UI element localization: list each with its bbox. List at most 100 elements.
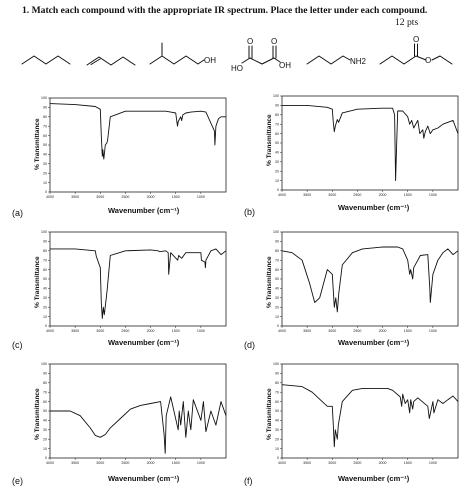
structure-label: HO	[231, 64, 243, 73]
y-tick-label: 90	[43, 240, 47, 244]
spectrum-line	[281, 384, 459, 448]
x-tick-label: 3000	[96, 195, 104, 199]
plot-frame	[281, 95, 459, 191]
structure-label: O	[413, 35, 419, 44]
x-tick-label: 2000	[147, 461, 155, 465]
spectrum-c-plot: 0 10 20 30 40 50 60 70 80 90 100 4000 3500 3000 2500 20…	[41, 230, 227, 333]
x-tick-label: 1000	[197, 195, 205, 199]
x-tick-label: 2000	[147, 195, 155, 199]
y-tick-label: 100	[273, 230, 279, 234]
structure-butylamine	[306, 55, 351, 65]
panel-label: (d)	[244, 340, 255, 350]
y-tick-label: 80	[43, 115, 47, 119]
y-axis-label: % Transmittance	[34, 256, 41, 308]
y-tick-label: 100	[41, 362, 47, 366]
x-tick-label: 3000	[96, 329, 104, 333]
plot-frame	[49, 231, 227, 327]
y-tick-label: 100	[41, 230, 47, 234]
y-tick-label: 10	[43, 447, 47, 451]
y-tick-label: 80	[43, 381, 47, 385]
spectrum-a: 0 10 20 30 40 50 60 70 80 90 100 4000 3500 3000 2500 20…	[12, 92, 232, 218]
x-tick-label: 2000	[379, 461, 387, 465]
spectrum-c: 0 10 20 30 40 50 60 70 80 90 100 4000 3500 3000 2500 20…	[12, 226, 232, 351]
x-tick-label: 3500	[71, 461, 79, 465]
x-tick-label: 3500	[303, 193, 311, 197]
structure-label: OH	[204, 56, 216, 65]
structure-label: NH2	[350, 57, 367, 66]
y-tick-label: 60	[275, 400, 279, 404]
spectrum-f-plot: 0 10 20 30 40 50 60 70 80 90 100 4000 3500 3000 2500 20…	[273, 362, 459, 465]
y-tick-label: 0	[45, 190, 47, 194]
y-tick-label: 90	[275, 372, 279, 376]
x-tick-label: 2000	[147, 329, 155, 333]
plot-frame	[49, 97, 227, 193]
y-tick-label: 20	[43, 437, 47, 441]
y-tick-label: 10	[275, 315, 279, 319]
x-axis-label: Wavenumber (cm⁻¹)	[338, 474, 410, 483]
x-tick-label: 3000	[328, 461, 336, 465]
panel-label: (a)	[12, 208, 23, 218]
x-tick-label: 2000	[379, 193, 387, 197]
x-tick-label: 1500	[404, 461, 412, 465]
y-tick-label: 50	[43, 143, 47, 147]
x-tick-label: 2500	[121, 195, 129, 199]
structure-label: O	[247, 37, 253, 46]
y-tick-label: 0	[277, 456, 279, 460]
y-tick-label: 10	[275, 179, 279, 183]
y-tick-label: 10	[43, 315, 47, 319]
y-tick-label: 90	[43, 372, 47, 376]
y-tick-label: 0	[45, 456, 47, 460]
question-title: 1. Match each compound with the appropri…	[22, 5, 428, 16]
y-tick-label: 100	[273, 94, 279, 98]
y-tick-label: 90	[275, 104, 279, 108]
x-tick-label: 4000	[46, 461, 54, 465]
x-tick-label: 3500	[303, 461, 311, 465]
x-tick-label: 1500	[172, 195, 180, 199]
y-tick-label: 60	[275, 268, 279, 272]
x-axis-label: Wavenumber (cm⁻¹)	[338, 338, 410, 347]
structures-row: OH O O HO OH NH2 O O	[21, 35, 453, 73]
y-tick-label: 80	[43, 249, 47, 253]
y-tick-label: 40	[43, 153, 47, 157]
y-tick-label: 20	[275, 305, 279, 309]
structure-pentane	[21, 55, 71, 65]
y-tick-label: 70	[43, 258, 47, 262]
structure-label: O	[425, 56, 431, 65]
spectrum-a-plot: 0 10 20 30 40 50 60 70 80 90 100 4000 3500 3000 2500 20…	[41, 96, 227, 199]
y-tick-label: 90	[275, 240, 279, 244]
y-tick-label: 10	[275, 447, 279, 451]
y-tick-label: 10	[43, 181, 47, 185]
x-tick-label: 3000	[328, 329, 336, 333]
structure-label: O	[271, 37, 277, 46]
y-tick-label: 30	[275, 296, 279, 300]
y-tick-label: 90	[43, 106, 47, 110]
x-tick-label: 4000	[278, 329, 286, 333]
x-tick-label: 3000	[96, 461, 104, 465]
y-tick-label: 50	[275, 409, 279, 413]
structure-1-pentene	[86, 56, 136, 66]
y-axis-label: % Transmittance	[34, 388, 41, 440]
y-axis-label: % Transmittance	[266, 114, 273, 166]
x-tick-label: 3500	[71, 329, 79, 333]
structure-ethyl-butanoate	[379, 43, 453, 65]
x-tick-label: 1000	[429, 329, 437, 333]
y-tick-label: 20	[43, 171, 47, 175]
y-tick-label: 70	[275, 258, 279, 262]
y-tick-label: 80	[275, 113, 279, 117]
x-axis-label: Wavenumber (cm⁻¹)	[108, 206, 180, 215]
x-axis-label: Wavenumber (cm⁻¹)	[108, 338, 180, 347]
x-tick-label: 1000	[429, 193, 437, 197]
plot-frame	[49, 363, 227, 459]
x-tick-label: 2000	[379, 329, 387, 333]
x-tick-label: 1500	[404, 329, 412, 333]
y-tick-label: 70	[43, 390, 47, 394]
x-tick-label: 3000	[328, 193, 336, 197]
x-tick-label: 1000	[197, 329, 205, 333]
x-tick-label: 2500	[353, 329, 361, 333]
structure-label: OH	[279, 61, 291, 70]
spectrum-d: 0 10 20 30 40 50 60 70 80 90 100 4000 3500 3000 2500 20…	[244, 226, 464, 351]
spectrum-line	[282, 104, 459, 182]
y-tick-label: 60	[275, 132, 279, 136]
x-tick-label: 2500	[353, 193, 361, 197]
spectrum-f: 0 10 20 30 40 50 60 70 80 90 100 4000 3500 3000 2500 20…	[244, 358, 464, 486]
